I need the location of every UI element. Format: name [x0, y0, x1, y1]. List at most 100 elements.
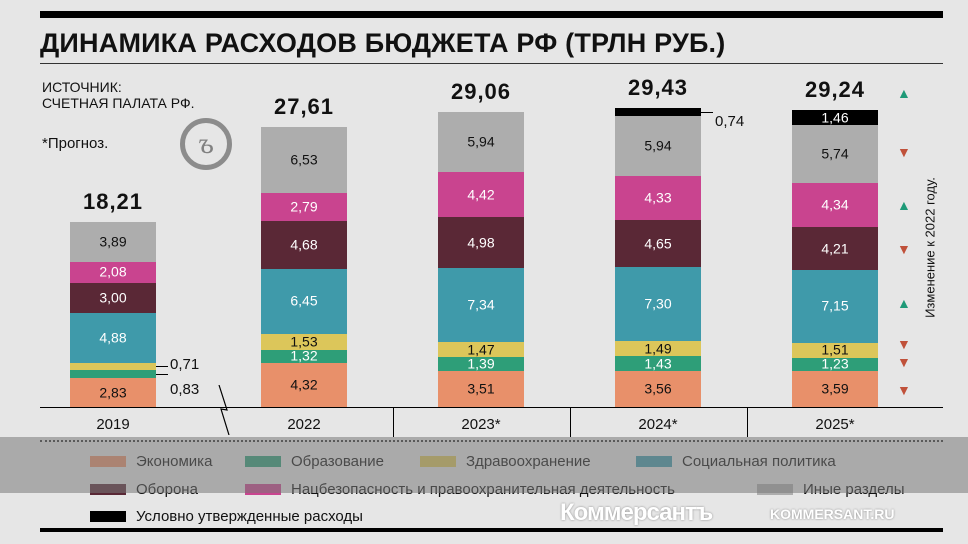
bar-segment: 7,30: [615, 267, 701, 342]
bar-segment: 4,34: [792, 183, 878, 228]
x-tick-label: 2024*: [638, 416, 678, 433]
segment-value-label: 1,47: [467, 341, 495, 358]
segment-value-label: 7,34: [467, 296, 495, 313]
year-separator: [393, 407, 394, 437]
x-tick-label: 2019: [96, 416, 130, 433]
triangle-up-icon: ▲: [897, 295, 911, 311]
kommersant-logo-icon: ъ: [180, 118, 232, 170]
bar-segment: 3,56: [615, 370, 701, 407]
bar-segment: 3,89: [70, 222, 156, 262]
bar-segment: 5,94: [615, 115, 701, 176]
segment-value-label: 3,59: [821, 380, 849, 397]
triangle-down-icon: ▼: [897, 382, 911, 398]
segment-value-label: 2,08: [99, 263, 127, 280]
bar-segment: 2,08: [70, 261, 156, 283]
bar-segment: 4,33: [615, 175, 701, 220]
triangle-up-icon: ▲: [897, 85, 911, 101]
triangle-down-icon: ▼: [897, 336, 911, 352]
callout-leader: [701, 111, 713, 113]
bar-segment: 1,49: [615, 340, 701, 357]
segment-value-label: 4,34: [821, 196, 849, 213]
bar-segment: [70, 362, 156, 370]
segment-value-label: 4,68: [290, 236, 318, 253]
bar-segment: 4,21: [792, 227, 878, 271]
bar-segment: 4,42: [438, 172, 524, 218]
segment-value-label: 7,15: [821, 297, 849, 314]
bar-total-label: 29,43: [627, 75, 689, 101]
segment-value-label: 3,56: [644, 380, 672, 397]
segment-value-label: 7,30: [644, 295, 672, 312]
segment-value-label: 1,43: [644, 355, 672, 372]
bar-segment: 7,15: [792, 270, 878, 343]
bar-segment: [70, 369, 156, 379]
change-caption: Изменение к 2022 году.: [922, 177, 938, 318]
axis-break-icon: [218, 385, 230, 435]
watermark-band: [0, 437, 968, 493]
bar-segment: 4,32: [261, 363, 347, 407]
source-line-2: СЧЕТНАЯ ПАЛАТА РФ.: [42, 95, 195, 111]
x-tick-label: 2025*: [815, 416, 855, 433]
watermark-logo: Коммерсантъ: [560, 499, 713, 526]
triangle-up-icon: ▲: [897, 197, 911, 213]
bar-segment: 1,43: [615, 356, 701, 371]
bar-segment: 4,68: [261, 221, 347, 269]
bar-segment: 4,88: [70, 313, 156, 363]
bottom-rule: [40, 528, 943, 532]
segment-value-label: 1,53: [290, 333, 318, 350]
bar-segment: 6,45: [261, 268, 347, 335]
segment-value-label: 6,45: [290, 292, 318, 309]
triangle-down-icon: ▼: [897, 144, 911, 160]
segment-value-label: 5,94: [467, 133, 495, 150]
bar-segment: [615, 108, 701, 116]
segment-value-label: 5,94: [644, 137, 672, 154]
segment-value-label: 1,39: [467, 355, 495, 372]
chart-title: ДИНАМИКА РАСХОДОВ БЮДЖЕТА РФ (ТРЛН РУБ.): [40, 28, 726, 58]
callout-leader: [156, 374, 168, 376]
bar-segment: 2,83: [70, 378, 156, 407]
segment-value-label: 6,53: [290, 151, 318, 168]
x-tick-label: 2023*: [461, 416, 501, 433]
source-line-1: ИСТОЧНИК:: [42, 79, 122, 95]
x-tick-label: 2022: [287, 416, 321, 433]
segment-value-label: 1,46: [821, 109, 849, 126]
segment-value-label: 1,51: [821, 341, 849, 358]
bar-segment: 1,53: [261, 334, 347, 350]
bar-segment: 1,51: [792, 341, 878, 359]
segment-value-label: 4,98: [467, 234, 495, 251]
triangle-down-icon: ▼: [897, 241, 911, 257]
top-rule: [40, 11, 943, 18]
legend-swatch: [90, 511, 126, 522]
legend-label: Условно утвержденные расходы: [136, 508, 363, 525]
segment-value-label: 1,23: [821, 355, 849, 372]
watermark-url: KOMMERSANT.RU: [770, 506, 895, 522]
bar-segment: 2,79: [261, 192, 347, 222]
callout-label: 0,83: [170, 381, 200, 398]
year-separator: [747, 407, 748, 437]
bar-total-label: 29,06: [450, 79, 512, 105]
bar-segment: 5,94: [438, 112, 524, 173]
segment-value-label: 2,79: [290, 198, 318, 215]
segment-value-label: 3,89: [99, 233, 127, 250]
bar-segment: 1,39: [438, 355, 524, 372]
forecast-note: *Прогноз.: [42, 135, 109, 152]
segment-value-label: 5,74: [821, 145, 849, 162]
title-rule: [40, 63, 943, 64]
bar-segment: 3,51: [438, 371, 524, 407]
segment-value-label: 1,32: [290, 347, 318, 364]
bar-total-label: 18,21: [82, 189, 144, 215]
segment-value-label: 4,21: [821, 240, 849, 257]
segment-value-label: 4,65: [644, 235, 672, 252]
segment-value-label: 1,49: [644, 340, 672, 357]
segment-value-label: 3,00: [99, 289, 127, 306]
bar-segment: 3,00: [70, 282, 156, 314]
source-note: ИСТОЧНИК: СЧЕТНАЯ ПАЛАТА РФ.: [42, 79, 194, 111]
year-separator: [570, 407, 571, 437]
callout-leader: [156, 366, 168, 368]
bar-total-label: 27,61: [273, 93, 335, 119]
bar-segment: 6,53: [261, 126, 347, 193]
segment-value-label: 4,88: [99, 329, 127, 346]
bar-total-label: 29,24: [804, 77, 866, 103]
legend-item: Условно утвержденные расходы: [90, 508, 363, 525]
bar-segment: 4,65: [615, 219, 701, 268]
